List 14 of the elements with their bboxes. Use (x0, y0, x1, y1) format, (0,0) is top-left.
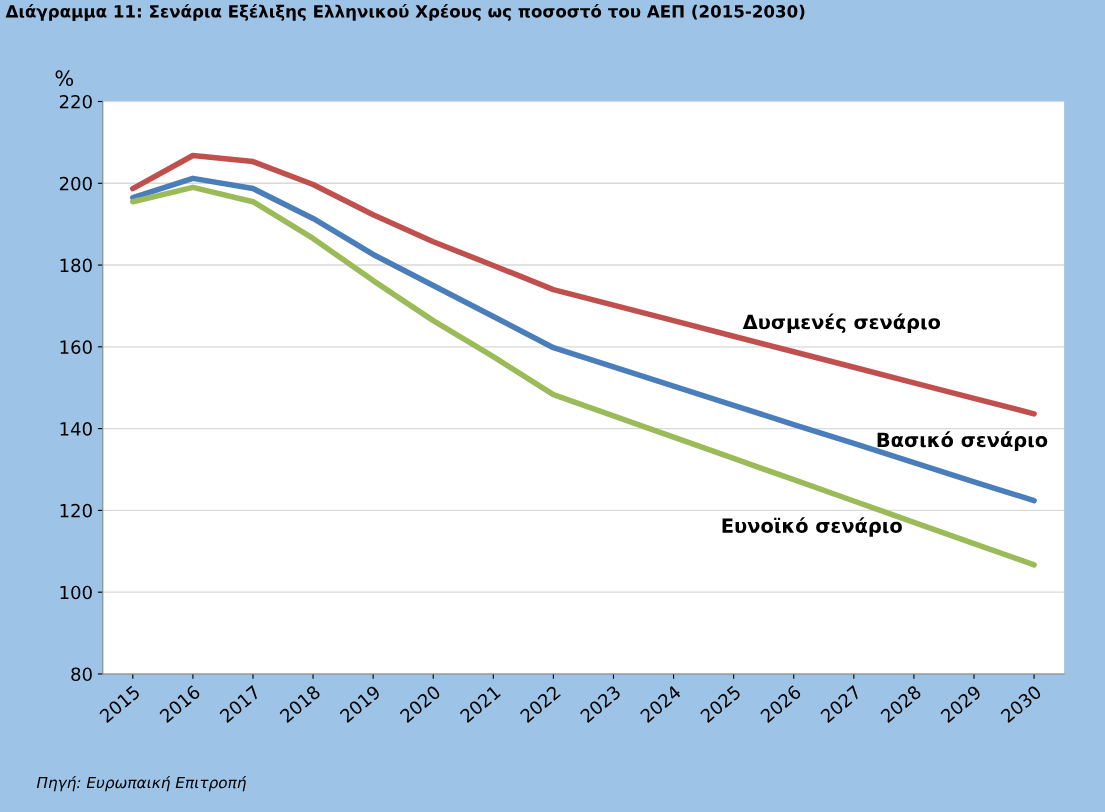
series-label: Ευνοϊκό σενάριο (722, 517, 902, 537)
series-label: Δυσμενές σενάριο (742, 313, 941, 334)
series-label: Βασικό σενάριο (877, 431, 1048, 451)
y-tick-label: 100 (60, 585, 92, 600)
y-tick-label: 80 (71, 667, 92, 682)
y-tick-label: 160 (60, 340, 92, 354)
text: Πηγή: Ευρωπαική Επιτροπή (36, 775, 247, 792)
y-tick-label: 200 (59, 176, 92, 191)
y-tick-label: 180 (60, 258, 92, 273)
chart-title: Διάγραμμα 11: Σενάρια Εξέλιξης Ελληνικού Χρέους ως ποσοστό του ΑΕΠ (2015-2030) (5, 4, 805, 21)
y-tick-label: 220 (59, 94, 92, 109)
y-tick-label: 120 (60, 503, 92, 518)
y-tick-label: 140 (60, 422, 92, 436)
y-axis-title: % (55, 70, 74, 87)
